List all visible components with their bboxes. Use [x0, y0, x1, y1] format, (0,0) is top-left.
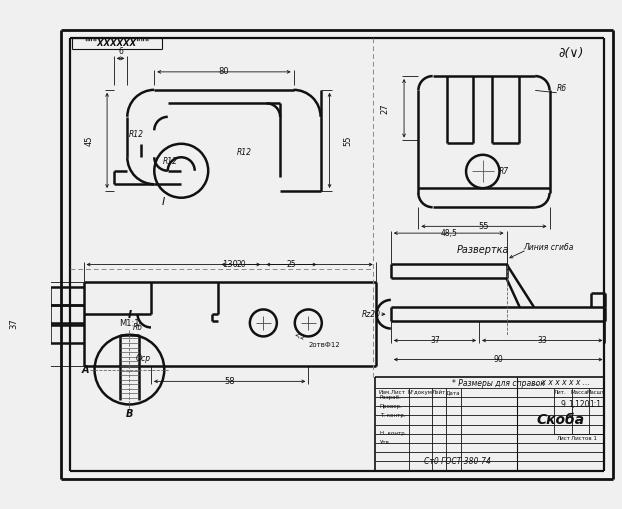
Text: 1:1: 1:1 [590, 400, 601, 409]
Text: Провер.: Провер. [380, 404, 402, 409]
Text: Линия сгиба: Линия сгиба [523, 243, 573, 252]
Text: 90: 90 [493, 355, 503, 364]
Text: 48,5: 48,5 [440, 229, 457, 238]
Text: B: B [126, 409, 133, 418]
Text: 130: 130 [221, 260, 238, 269]
Text: 20: 20 [236, 260, 246, 269]
Text: Утв.: Утв. [380, 440, 391, 445]
Text: 55: 55 [343, 135, 352, 146]
Text: Масшт: Масшт [586, 390, 605, 395]
Text: 25: 25 [287, 260, 296, 269]
Text: R6: R6 [132, 323, 142, 332]
Text: 9: 9 [561, 400, 566, 409]
Text: 33: 33 [537, 336, 547, 345]
Text: Скоба: Скоба [537, 413, 585, 427]
Text: 6: 6 [118, 46, 123, 55]
Text: Лейт: Лейт [432, 390, 446, 395]
Text: Rz20: Rz20 [362, 309, 381, 319]
Text: R12: R12 [129, 130, 144, 139]
Text: I: I [128, 309, 131, 320]
Text: 2отвФ12: 2отвФ12 [308, 343, 340, 348]
Text: N°докум: N°докум [408, 390, 433, 395]
Text: Оср: Оср [136, 354, 151, 363]
Text: 27: 27 [381, 103, 389, 114]
Text: Т. контр.: Т. контр. [380, 413, 406, 418]
Text: * Размеры для справок: * Размеры для справок [452, 379, 545, 388]
Text: 45: 45 [85, 135, 93, 146]
Text: 37: 37 [9, 319, 19, 329]
Text: Н. контр.: Н. контр. [380, 431, 406, 436]
Text: R12: R12 [162, 157, 177, 166]
Text: ∂(∨): ∂(∨) [559, 47, 584, 60]
Text: R7: R7 [499, 167, 509, 176]
Text: Дата: Дата [446, 390, 460, 395]
Text: 37: 37 [430, 336, 440, 345]
Text: Разраб.: Разраб. [380, 394, 402, 400]
Text: I: I [162, 197, 165, 207]
Text: R12: R12 [237, 148, 252, 157]
Text: 58: 58 [225, 377, 235, 386]
Text: R6: R6 [557, 83, 567, 93]
Text: Лит.: Лит. [554, 390, 567, 395]
Text: Ст0 ГОСТ 380-74: Ст0 ГОСТ 380-74 [424, 457, 491, 466]
Text: Изм.Лист: Изм.Лист [378, 390, 405, 395]
Text: Развертка: Развертка [457, 245, 509, 255]
Text: 55: 55 [479, 222, 489, 231]
Text: """XXXXXX""": """XXXXXX""" [84, 40, 149, 48]
Text: 80: 80 [219, 67, 230, 76]
Text: A: A [81, 364, 89, 375]
Text: 1,120: 1,120 [568, 400, 590, 409]
Text: Лист: Лист [556, 436, 570, 441]
Text: М1:1: М1:1 [119, 319, 140, 328]
Text: 2,2: 2,2 [293, 331, 305, 342]
Text: Листов 1: Листов 1 [572, 436, 597, 441]
Text: ... х х х х х х ...: ... х х х х х х ... [532, 378, 590, 387]
Text: Масса: Масса [570, 390, 588, 395]
